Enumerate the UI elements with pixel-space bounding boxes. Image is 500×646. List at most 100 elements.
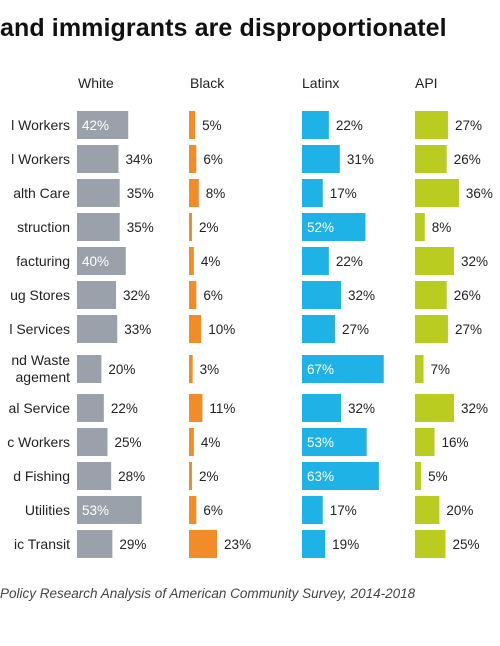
category-label-4: facturing [16, 253, 70, 269]
bar-api-8 [415, 394, 455, 422]
value-label-white-3: 35% [127, 220, 154, 235]
value-label-white-11: 53% [82, 503, 109, 518]
bar-api-4 [415, 247, 455, 275]
value-label-latinx-12: 19% [332, 537, 359, 552]
bar-latinx-10 [302, 462, 379, 490]
value-label-api-3: 8% [432, 220, 452, 235]
value-label-api-2: 36% [466, 186, 493, 201]
category-label-8: al Service [9, 400, 71, 416]
bar-black-6 [189, 315, 202, 343]
value-label-api-10: 5% [428, 469, 448, 484]
bar-api-2 [415, 179, 459, 207]
category-label-10: d Fishing [13, 468, 70, 484]
category-label-5: ug Stores [10, 287, 70, 303]
bar-white-3 [77, 213, 120, 241]
category-label-9: c Workers [7, 434, 70, 450]
bar-black-4 [189, 247, 194, 275]
value-label-latinx-5: 32% [348, 288, 375, 303]
category-label-6: l Services [9, 321, 70, 337]
bar-latinx-2 [302, 179, 323, 207]
bar-latinx-5 [302, 281, 342, 309]
bar-latinx-7 [302, 355, 384, 383]
bar-black-10 [189, 462, 192, 490]
value-label-api-12: 25% [453, 537, 480, 552]
bar-latinx-9 [302, 428, 367, 456]
value-label-api-1: 26% [454, 152, 481, 167]
bar-white-4 [77, 247, 126, 275]
bar-black-0 [189, 111, 196, 139]
bar-latinx-3 [302, 213, 366, 241]
column-header-api: API [415, 75, 438, 91]
chart-title: and immigrants are disproportionatel [0, 14, 447, 42]
value-label-white-4: 40% [82, 254, 109, 269]
bar-black-2 [189, 179, 199, 207]
category-label-2: alth Care [13, 185, 70, 201]
bar-black-8 [189, 394, 203, 422]
bar-api-7 [415, 355, 424, 383]
bar-api-1 [415, 145, 447, 173]
value-label-white-1: 34% [125, 152, 152, 167]
bar-white-5 [77, 281, 117, 309]
value-label-latinx-11: 17% [330, 503, 357, 518]
value-label-latinx-4: 22% [336, 254, 363, 269]
value-label-latinx-1: 31% [347, 152, 374, 167]
value-label-api-8: 32% [461, 401, 488, 416]
value-label-latinx-3: 52% [307, 220, 334, 235]
column-header-black: Black [190, 75, 225, 91]
value-label-latinx-10: 63% [307, 469, 334, 484]
value-label-latinx-6: 27% [342, 322, 369, 337]
value-label-black-6: 10% [208, 322, 235, 337]
bar-white-6 [77, 315, 118, 343]
value-label-black-5: 6% [203, 288, 223, 303]
bar-white-2 [77, 179, 120, 207]
source-note: Policy Research Analysis of American Com… [0, 586, 416, 601]
value-label-black-1: 6% [203, 152, 223, 167]
bar-api-9 [415, 428, 435, 456]
bar-white-11 [77, 496, 142, 524]
bar-black-3 [189, 213, 192, 241]
category-label-12: ic Transit [14, 536, 70, 552]
value-label-white-6: 33% [124, 322, 151, 337]
bar-black-11 [189, 496, 197, 524]
bar-black-5 [189, 281, 197, 309]
value-label-black-0: 5% [202, 118, 222, 133]
value-label-white-8: 22% [111, 401, 138, 416]
column-header-white: White [78, 75, 114, 91]
bar-api-3 [415, 213, 425, 241]
value-label-latinx-7: 67% [307, 362, 334, 377]
bar-white-7 [77, 355, 102, 383]
value-label-white-5: 32% [123, 288, 150, 303]
value-label-black-9: 4% [201, 435, 221, 450]
bar-latinx-12 [302, 530, 326, 558]
value-label-white-12: 29% [119, 537, 146, 552]
value-label-api-9: 16% [442, 435, 469, 450]
bar-latinx-6 [302, 315, 335, 343]
category-label-1: l Workers [11, 151, 70, 167]
bar-api-5 [415, 281, 447, 309]
value-label-white-7: 20% [108, 362, 135, 377]
value-label-black-8: 11% [209, 401, 235, 416]
value-label-api-0: 27% [455, 118, 482, 133]
column-header-latinx: Latinx [302, 75, 340, 91]
bar-latinx-11 [302, 496, 323, 524]
bar-white-0 [77, 111, 129, 139]
bar-api-10 [415, 462, 422, 490]
bar-white-12 [77, 530, 113, 558]
value-label-latinx-9: 53% [307, 435, 334, 450]
value-label-latinx-8: 32% [348, 401, 375, 416]
value-label-black-11: 6% [203, 503, 223, 518]
value-label-latinx-2: 17% [330, 186, 357, 201]
bar-black-7 [189, 355, 193, 383]
value-label-white-2: 35% [127, 186, 154, 201]
category-label-0: l Workers [11, 117, 70, 133]
bar-api-0 [415, 111, 448, 139]
bar-latinx-4 [302, 247, 329, 275]
value-label-black-3: 2% [199, 220, 219, 235]
value-label-black-10: 2% [199, 469, 219, 484]
value-label-api-7: 7% [431, 362, 451, 377]
category-label-3: struction [17, 219, 70, 235]
value-label-api-4: 32% [461, 254, 488, 269]
value-label-black-7: 3% [200, 362, 220, 377]
bar-api-11 [415, 496, 440, 524]
value-label-black-4: 4% [201, 254, 221, 269]
